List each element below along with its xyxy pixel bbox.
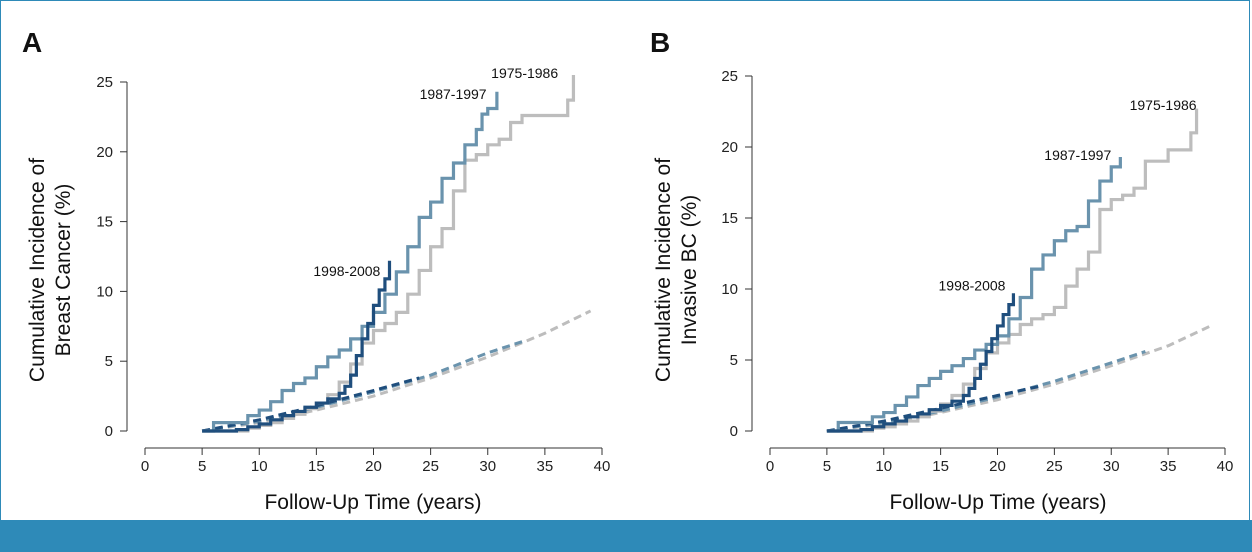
panel-a-x-tick-label: 30 — [479, 458, 496, 475]
panel-b-x-tick-label: 35 — [1160, 458, 1177, 475]
panel-b-x-tick-label: 10 — [875, 458, 892, 475]
panel-a-chart: A Follow-Up Time (years) Cumulative Inci… — [22, 27, 610, 514]
panel-a-series-1975-1986 — [202, 75, 576, 433]
panel-a-y-tick-label: 10 — [96, 283, 113, 300]
panel-a-y-axis-title: Cumulative Incidence of Breast Cancer (%… — [26, 158, 75, 382]
panel-a-x-tick-label: 35 — [537, 458, 554, 475]
panel-b-x-tick-label: 0 — [766, 458, 774, 475]
panel-b-y-tick-label: 0 — [730, 423, 738, 440]
panel-b-series-1975-1986 — [826, 108, 1199, 433]
panel-b-y-axis-title: Cumulative Incidence of Invasive BC (%) — [652, 158, 701, 382]
panel-b-x-tick-label: 5 — [823, 458, 831, 475]
panel-b-chart: B Follow-Up Time (years) Cumulative Inci… — [650, 27, 1233, 514]
panel-a-x-tick-label: 20 — [365, 458, 382, 475]
panel-b-y-tick-label: 15 — [721, 210, 738, 227]
panel-b-series-1998-2008-expected — [826, 384, 1044, 433]
panel-b-series-label: 1987-1997 — [1044, 147, 1111, 163]
panel-b-y-axis-title-line2: Invasive BC (%) — [678, 195, 701, 346]
panel-a-y-tick-label: 0 — [105, 423, 113, 440]
panel-b-series-1998-2008 — [826, 293, 1016, 433]
figure-bottom-band — [0, 520, 1252, 552]
panel-a-x-tick-label: 40 — [594, 458, 611, 475]
panel-a-series-label: 1998-2008 — [313, 263, 380, 279]
panel-b-letter: B — [650, 27, 670, 58]
panel-a-letter: A — [22, 27, 42, 58]
panel-b-series-label: 1975-1986 — [1130, 97, 1197, 113]
panel-b-x-tick-label: 25 — [1046, 458, 1063, 475]
panel-a-x-tick-label: 0 — [141, 458, 149, 475]
panel-b-x-axis-title: Follow-Up Time (years) — [889, 491, 1106, 514]
panel-a-x-axis-title: Follow-Up Time (years) — [264, 491, 481, 514]
panel-b-x-tick-label: 40 — [1217, 458, 1234, 475]
panel-a-y-axis-title-line2: Breast Cancer (%) — [52, 184, 75, 357]
panel-b-y-tick-label: 10 — [721, 281, 738, 298]
panel-a-x-tick-label: 15 — [308, 458, 325, 475]
panel-a-series-1998-2008 — [202, 260, 392, 433]
panel-a-series-label: 1987-1997 — [420, 86, 487, 102]
panel-a-x-tick-label: 5 — [198, 458, 206, 475]
panel-b-x-tick-label: 15 — [932, 458, 949, 475]
panel-b-series-1987-1997 — [826, 156, 1122, 433]
panel-a-x-tick-label: 10 — [251, 458, 268, 475]
panel-a-y-tick-label: 15 — [96, 214, 113, 231]
panel-b-y-tick-label: 20 — [721, 139, 738, 156]
panel-b-y-axis-title-line1: Cumulative Incidence of — [652, 158, 675, 382]
panel-b-x-tick-label: 20 — [989, 458, 1006, 475]
panel-a-x-tick-label: 25 — [422, 458, 439, 475]
panel-b-y-tick-label: 25 — [721, 68, 738, 85]
panel-a-y-tick-label: 5 — [105, 353, 113, 370]
panel-a-series-label: 1975-1986 — [491, 65, 558, 81]
panel-b-x-tick-label: 30 — [1103, 458, 1120, 475]
panel-a-series-1975-1986-expected — [201, 309, 592, 433]
panel-a-y-tick-label: 20 — [96, 144, 113, 161]
panel-b-series-label: 1998-2008 — [939, 277, 1006, 293]
panel-a-y-tick-label: 25 — [96, 74, 113, 91]
panel-a-y-axis-title-line1: Cumulative Incidence of — [26, 158, 49, 382]
panel-b-y-tick-label: 5 — [730, 352, 738, 369]
